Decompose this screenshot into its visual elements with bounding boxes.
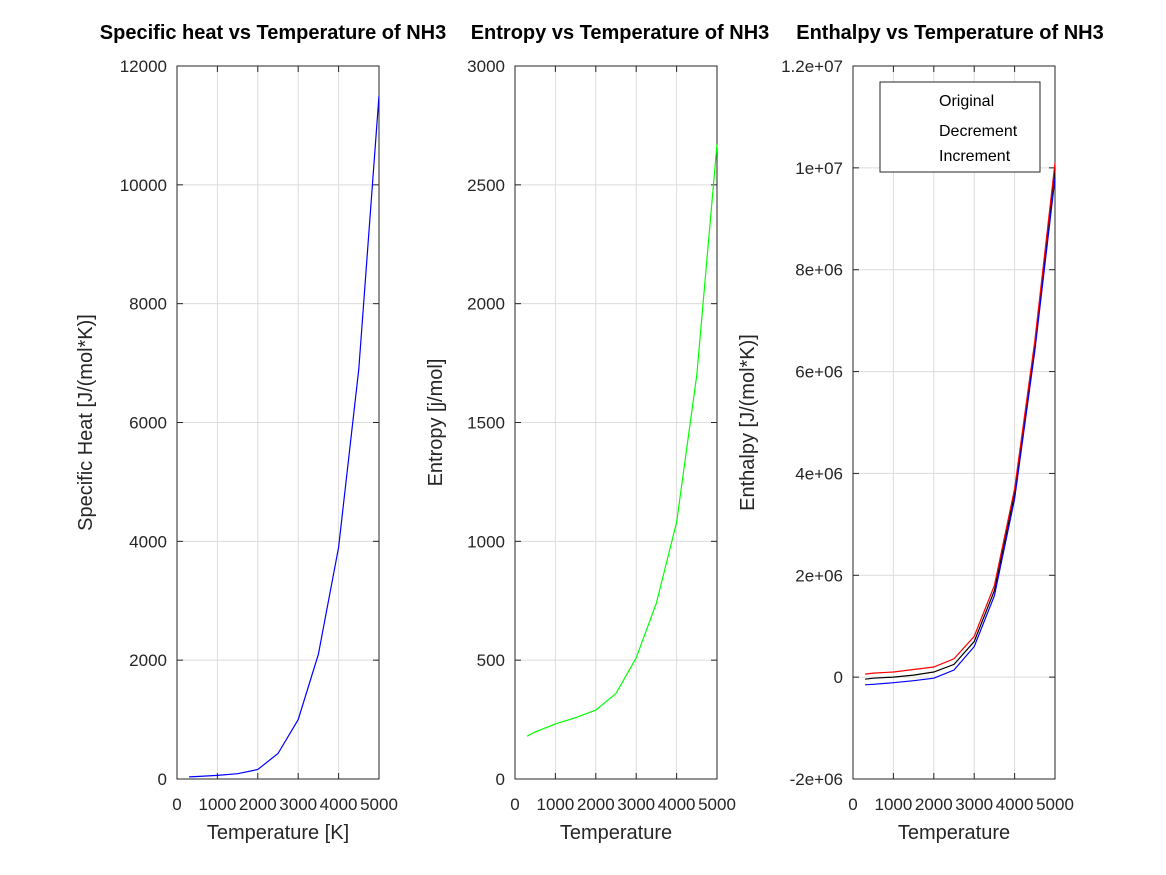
- chart-title: Specific heat vs Temperature of NH3: [100, 22, 446, 44]
- plot-area-frame: [852, 65, 1056, 780]
- legend-box: [879, 81, 1041, 173]
- x-tick-label: 2000: [915, 795, 953, 814]
- x-tick-label: 5000: [698, 795, 736, 814]
- series-line-increment: [865, 162, 1056, 675]
- legend: Original Decrement Increment: [879, 81, 1041, 173]
- y-tick-label: 0: [496, 770, 505, 789]
- y-tick-label: 0: [158, 770, 167, 789]
- legend-entry-label: Decrement: [939, 123, 1018, 140]
- y-tick-label: 2500: [467, 176, 505, 195]
- x-tick-label: 5000: [360, 795, 398, 814]
- x-tick-label: 5000: [1036, 795, 1074, 814]
- x-axis-label: Temperature [K]: [207, 822, 349, 844]
- y-tick-label: 500: [477, 651, 505, 670]
- y-axis-label: Entropy [j/mol]: [425, 359, 447, 487]
- x-tick-label: 0: [510, 795, 519, 814]
- y-tick-label: 1000: [467, 532, 505, 551]
- x-tick-label: 4000: [320, 795, 358, 814]
- x-tick-label: 3000: [279, 795, 317, 814]
- x-tick-label: 1000: [198, 795, 236, 814]
- chart-title: Entropy vs Temperature of NH3: [471, 22, 770, 44]
- y-axis-label: Enthalpy [J/(mol*K)]: [737, 334, 759, 511]
- series-line-1: [526, 144, 718, 737]
- x-tick-label: 4000: [996, 795, 1034, 814]
- y-tick-label: 2000: [129, 651, 167, 670]
- y-tick-label: 4000: [129, 532, 167, 551]
- legend-entry-label: Original: [939, 93, 994, 110]
- y-tick-label: 2000: [467, 295, 505, 314]
- y-axis-label: Specific Heat [J/(mol*K)]: [75, 314, 97, 531]
- y-tick-label: 10000: [120, 176, 167, 195]
- series-line-original: [865, 167, 1056, 680]
- x-tick-label: 0: [172, 795, 181, 814]
- y-tick-label: 0: [834, 668, 843, 687]
- x-tick-label: 3000: [617, 795, 655, 814]
- x-tick-label: 4000: [658, 795, 696, 814]
- x-tick-label: 3000: [955, 795, 993, 814]
- y-tick-label: 8e+06: [795, 261, 843, 280]
- y-tick-label: 1.2e+07: [781, 57, 843, 76]
- y-tick-label: 3000: [467, 57, 505, 76]
- y-tick-label: 1e+07: [795, 159, 843, 178]
- x-tick-label: 2000: [577, 795, 615, 814]
- x-tick-label: 1000: [874, 795, 912, 814]
- y-tick-label: 6e+06: [795, 363, 843, 382]
- y-tick-label: 8000: [129, 295, 167, 314]
- series-line-decrement: [865, 177, 1056, 686]
- y-tick-label: 6000: [129, 414, 167, 433]
- y-tick-label: 12000: [120, 57, 167, 76]
- chart-panel-1: 0 1000 2000 3000 4000 50000200040006000800010…: [75, 22, 446, 844]
- y-tick-label: 1500: [467, 414, 505, 433]
- x-tick-label: 2000: [239, 795, 277, 814]
- chart-panel-3: 0 1000 2000 3000 4000 5000 -2e+06 0 2e+06 4e+06 6e…: [737, 22, 1104, 844]
- chart-title: Enthalpy vs Temperature of NH3: [796, 22, 1103, 44]
- x-axis-label: Temperature: [560, 822, 672, 844]
- x-tick-label: 1000: [536, 795, 574, 814]
- x-axis-label: Temperature: [898, 822, 1010, 844]
- y-tick-label: 2e+06: [795, 566, 843, 585]
- series-line-1: [189, 95, 380, 778]
- chart-panel-2: 0 1000 2000 3000 4000 50000500100015002000250…: [425, 22, 769, 844]
- y-tick-label: 4e+06: [795, 464, 843, 483]
- y-tick-label: -2e+06: [790, 770, 843, 789]
- x-tick-label: 0: [848, 795, 857, 814]
- legend-entry-label: Increment: [939, 148, 1011, 165]
